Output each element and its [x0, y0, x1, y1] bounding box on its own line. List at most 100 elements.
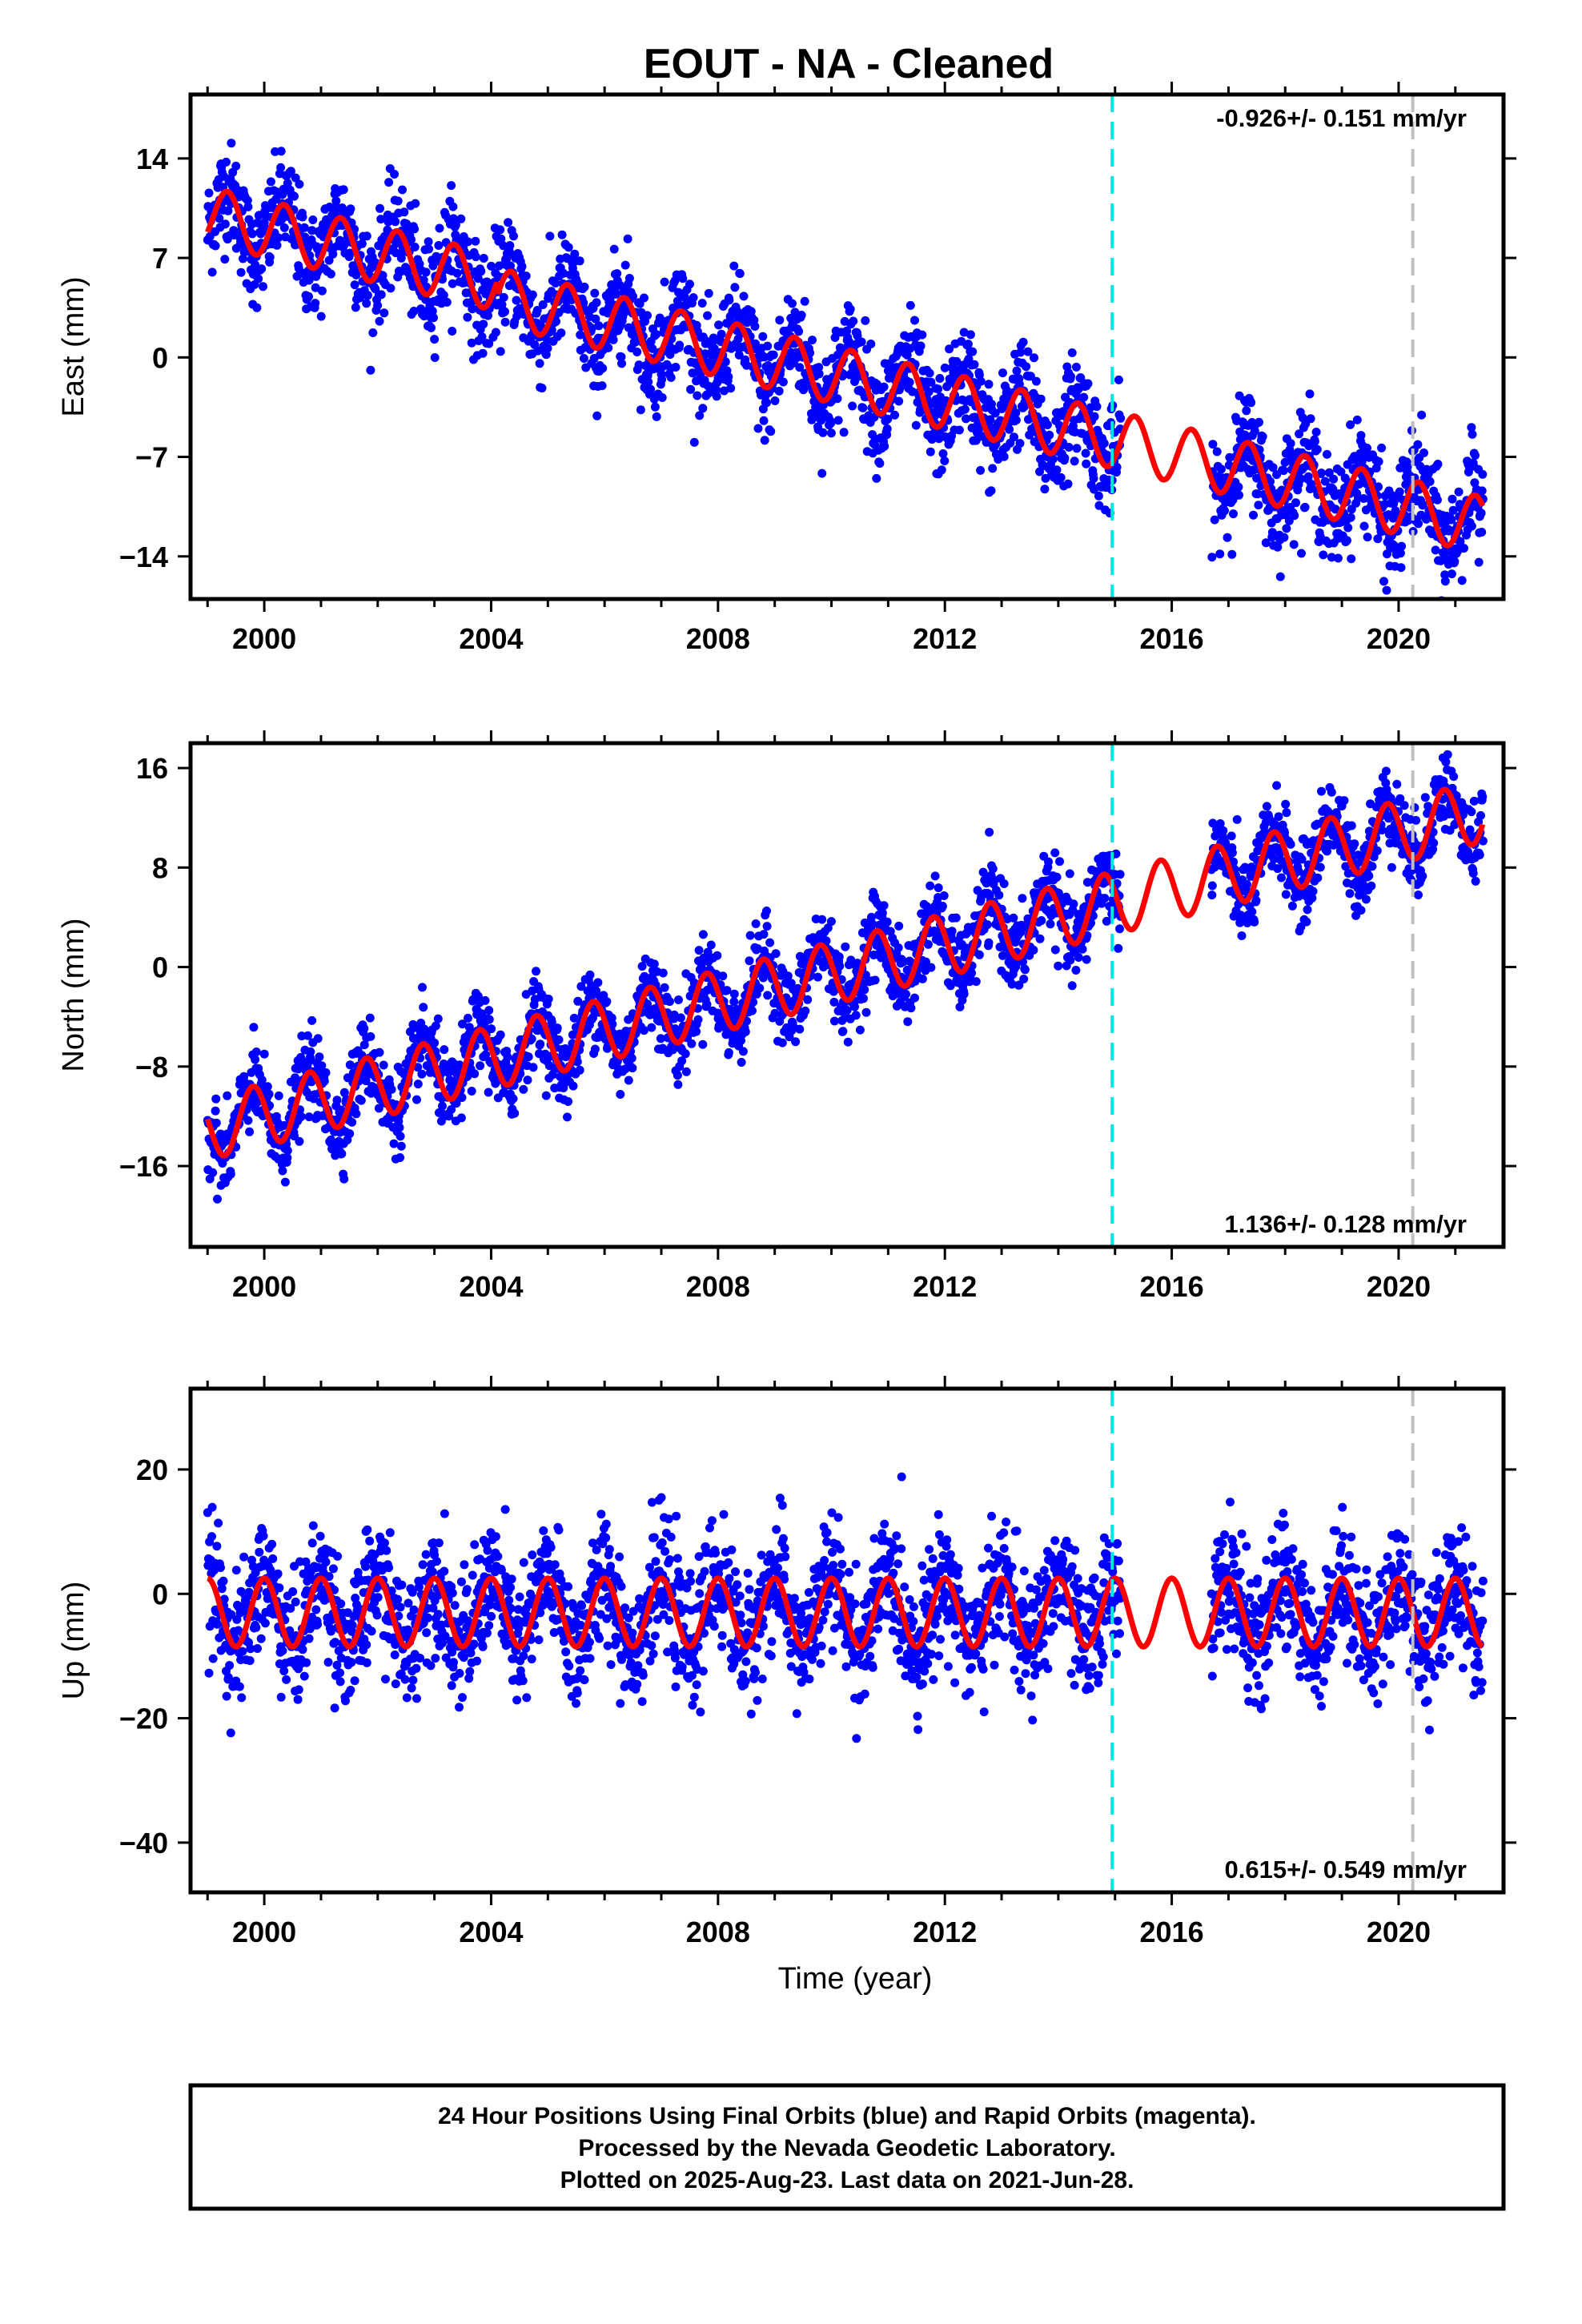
data-point — [1086, 403, 1095, 412]
data-point — [608, 1019, 617, 1029]
data-point — [934, 384, 943, 394]
data-point — [609, 244, 619, 254]
data-point — [628, 292, 637, 301]
data-point — [739, 292, 749, 301]
data-point — [479, 320, 488, 329]
data-point — [634, 360, 644, 370]
data-point — [673, 1071, 682, 1080]
data-point — [698, 404, 708, 413]
data-point — [848, 401, 857, 411]
data-point — [208, 1168, 218, 1177]
data-point — [870, 975, 880, 985]
data-point — [1079, 392, 1089, 402]
data-point — [411, 199, 420, 208]
data-point — [1372, 846, 1382, 855]
data-point — [272, 240, 282, 250]
data-point — [628, 1063, 637, 1073]
data-point — [1300, 502, 1310, 512]
data-point — [1005, 424, 1014, 434]
data-point — [763, 991, 773, 1000]
data-point — [481, 1050, 491, 1059]
data-point — [1030, 353, 1038, 363]
data-point — [674, 995, 683, 1004]
data-point — [236, 267, 246, 277]
data-point — [1280, 457, 1290, 467]
data-point — [263, 1082, 272, 1092]
data-point — [585, 970, 595, 979]
data-point — [569, 1013, 579, 1023]
data-point — [1072, 444, 1082, 453]
data-point — [306, 1047, 315, 1056]
data-point — [351, 303, 360, 312]
data-point — [1347, 821, 1356, 830]
data-point — [1279, 533, 1289, 542]
data-point — [1242, 406, 1251, 416]
data-point — [814, 369, 824, 379]
data-point — [1346, 420, 1355, 429]
data-point — [1355, 480, 1364, 489]
data-point — [1295, 429, 1304, 439]
data-point — [858, 403, 868, 412]
data-point — [593, 978, 603, 987]
data-point — [249, 1023, 259, 1032]
data-point — [1071, 362, 1081, 372]
data-point — [946, 981, 955, 991]
data-point — [464, 1013, 472, 1023]
data-point — [430, 335, 440, 344]
data-point — [1324, 468, 1334, 477]
data-point — [1339, 796, 1349, 806]
data-point — [1382, 585, 1391, 595]
data-point — [259, 1049, 269, 1059]
data-point — [368, 328, 378, 337]
data-point — [1310, 436, 1319, 446]
data-point — [1011, 408, 1021, 418]
data-point — [1343, 536, 1351, 545]
data-point — [842, 1006, 852, 1015]
data-point — [671, 363, 681, 372]
data-point — [576, 330, 585, 340]
data-point — [1381, 778, 1391, 788]
data-point — [1476, 509, 1486, 518]
data-point — [986, 415, 995, 424]
data-point — [692, 1027, 701, 1036]
data-point — [417, 1069, 427, 1079]
data-point — [447, 181, 456, 191]
data-point — [1092, 402, 1102, 412]
data-point — [319, 1076, 329, 1086]
data-point — [1099, 439, 1109, 448]
data-point — [435, 223, 444, 233]
data-point — [797, 311, 806, 320]
data-point — [940, 363, 950, 372]
data-point — [763, 341, 773, 351]
data-point — [227, 139, 236, 148]
data-point — [395, 1123, 404, 1132]
data-point — [339, 1174, 349, 1184]
data-point — [1254, 501, 1263, 510]
data-point — [1067, 981, 1077, 991]
data-point — [1305, 389, 1315, 399]
data-point — [988, 464, 998, 473]
data-point — [419, 275, 428, 285]
data-point — [418, 983, 427, 992]
data-point — [375, 316, 384, 326]
data-point — [1116, 413, 1126, 423]
data-point — [712, 385, 721, 395]
data-point — [536, 1039, 545, 1049]
data-point — [290, 191, 299, 201]
data-point — [1306, 414, 1315, 424]
data-point — [962, 414, 970, 424]
data-point — [751, 919, 761, 928]
data-point — [805, 348, 815, 358]
data-point — [1374, 456, 1383, 466]
data-point — [1016, 348, 1026, 357]
data-point — [945, 344, 954, 354]
data-point — [1331, 505, 1340, 514]
data-point — [924, 387, 934, 396]
data-point — [998, 368, 1007, 378]
data-point — [592, 298, 601, 308]
data-point — [774, 386, 784, 396]
data-point — [1417, 410, 1427, 420]
data-point — [331, 196, 341, 206]
data-point — [1290, 511, 1299, 521]
data-point — [484, 339, 494, 348]
